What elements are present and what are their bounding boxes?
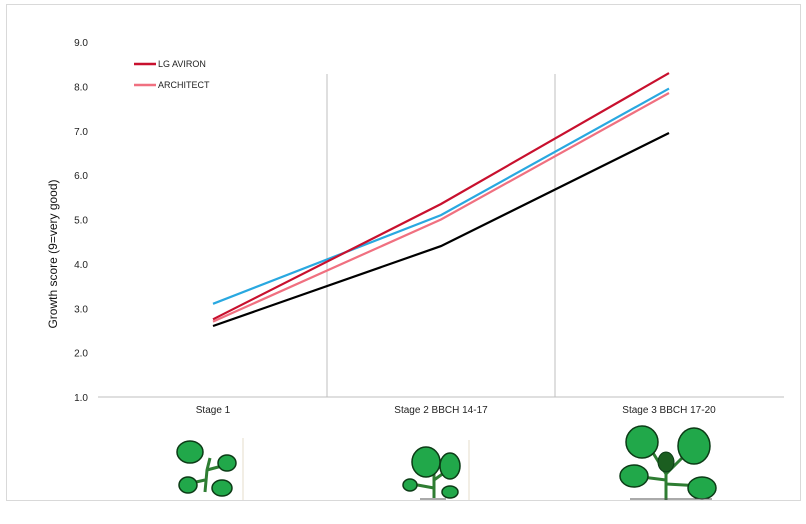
y-tick-label: 5.0	[74, 216, 88, 227]
x-category-label: Stage 3 BBCH 17-20	[622, 405, 716, 416]
series-line-3	[212, 132, 670, 328]
seedling-stage-1-icon	[176, 438, 244, 500]
y-tick-label: 1.0	[74, 393, 88, 404]
series-line-2	[212, 87, 670, 305]
y-tick-label: 9.0	[74, 38, 88, 49]
legend-label: ARCHITECT	[158, 80, 210, 90]
x-category-label: Stage 1	[196, 405, 231, 416]
x-category-label: Stage 2 BBCH 14-17	[394, 405, 488, 416]
legend: LG AVIRON ARCHITECT	[134, 59, 210, 90]
series-line-0	[212, 72, 670, 321]
seedling-stage-2-icon	[402, 440, 470, 500]
legend-label: LG AVIRON	[158, 59, 206, 69]
series-lines	[212, 72, 670, 328]
x-category-labels: Stage 1 Stage 2 BBCH 14-17 Stage 3 BBCH 17…	[196, 405, 716, 416]
y-tick-label: 4.0	[74, 260, 88, 271]
y-tick-labels: 1.0 2.0 3.0 4.0 5.0 6.0 7.0 8.0 9.0	[74, 38, 88, 404]
y-tick-label: 3.0	[74, 304, 88, 315]
y-tick-label: 7.0	[74, 127, 88, 138]
y-tick-label: 8.0	[74, 82, 88, 93]
seedling-stage-3-icon	[619, 425, 717, 500]
y-tick-label: 6.0	[74, 171, 88, 182]
y-tick-label: 2.0	[74, 349, 88, 360]
y-axis-label: Growth score (9=very good)	[46, 179, 60, 328]
chart-frame	[6, 4, 801, 501]
